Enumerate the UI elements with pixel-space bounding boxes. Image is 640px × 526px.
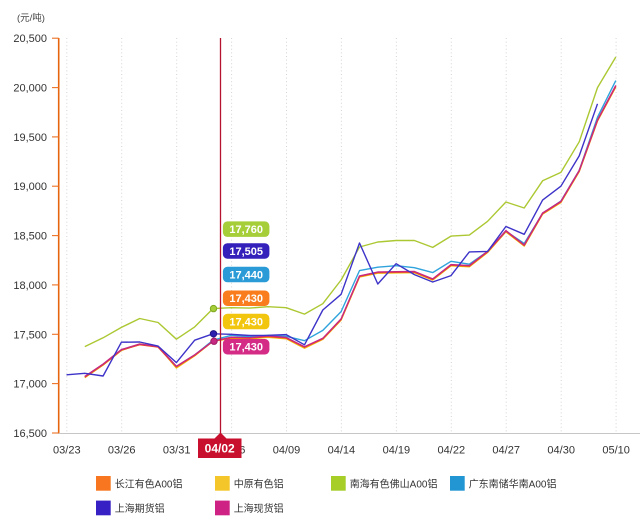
svg-text:05/10: 05/10 [602, 445, 630, 457]
svg-text:上海期货铝: 上海期货铝 [115, 502, 165, 515]
svg-text:03/31: 03/31 [163, 445, 191, 457]
svg-text:20,000: 20,000 [13, 83, 47, 95]
svg-text:广东南储华南A00铝: 广东南储华南A00铝 [469, 478, 557, 491]
svg-text:17,500: 17,500 [13, 329, 47, 341]
svg-text:19,500: 19,500 [13, 132, 47, 144]
svg-text:04/30: 04/30 [547, 445, 575, 457]
svg-text:04/22: 04/22 [438, 445, 466, 457]
svg-text:中原有色铝: 中原有色铝 [234, 478, 284, 491]
svg-text:16,500: 16,500 [13, 428, 47, 440]
svg-text:19,000: 19,000 [13, 181, 47, 193]
svg-text:17,430: 17,430 [229, 293, 263, 305]
svg-text:18,500: 18,500 [13, 231, 47, 243]
svg-text:04/19: 04/19 [383, 445, 411, 457]
svg-text:04/27: 04/27 [492, 445, 520, 457]
svg-text:17,430: 17,430 [229, 316, 263, 328]
svg-text:20,500: 20,500 [13, 33, 47, 45]
svg-text:04/09: 04/09 [273, 445, 301, 457]
svg-text:17,505: 17,505 [229, 246, 263, 258]
svg-text:(元/吨): (元/吨) [17, 12, 45, 24]
svg-text:03/23: 03/23 [53, 445, 81, 457]
svg-text:04/14: 04/14 [328, 445, 356, 457]
svg-text:长江有色A00铝: 长江有色A00铝 [115, 478, 183, 491]
svg-text:17,430: 17,430 [229, 342, 263, 354]
svg-text:17,440: 17,440 [229, 269, 263, 281]
svg-text:03/26: 03/26 [108, 445, 136, 457]
svg-text:17,000: 17,000 [13, 379, 47, 391]
svg-text:18,000: 18,000 [13, 280, 47, 292]
svg-text:17,760: 17,760 [229, 224, 263, 236]
svg-text:04/02: 04/02 [205, 442, 235, 456]
svg-text:上海现货铝: 上海现货铝 [234, 502, 284, 515]
svg-text:南海有色佛山A00铝: 南海有色佛山A00铝 [350, 478, 438, 491]
